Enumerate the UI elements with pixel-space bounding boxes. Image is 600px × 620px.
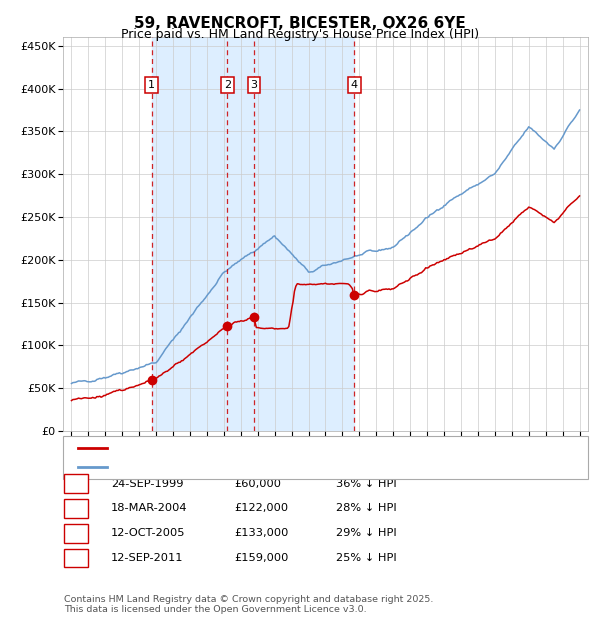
Text: 2: 2 (73, 502, 80, 515)
Text: 12-SEP-2011: 12-SEP-2011 (111, 553, 184, 563)
Text: 4: 4 (351, 80, 358, 91)
Text: 29% ↓ HPI: 29% ↓ HPI (336, 528, 397, 538)
Text: 1: 1 (148, 80, 155, 91)
Text: 18-MAR-2004: 18-MAR-2004 (111, 503, 187, 513)
Text: £133,000: £133,000 (234, 528, 289, 538)
Text: 24-SEP-1999: 24-SEP-1999 (111, 479, 184, 489)
Text: 59, RAVENCROFT, BICESTER, OX26 6YE (semi-detached house): 59, RAVENCROFT, BICESTER, OX26 6YE (semi… (114, 443, 457, 453)
Text: 59, RAVENCROFT, BICESTER, OX26 6YE: 59, RAVENCROFT, BICESTER, OX26 6YE (134, 16, 466, 31)
Text: HPI: Average price, semi-detached house, Cherwell: HPI: Average price, semi-detached house,… (114, 463, 394, 472)
Text: £60,000: £60,000 (234, 479, 281, 489)
Text: Price paid vs. HM Land Registry's House Price Index (HPI): Price paid vs. HM Land Registry's House … (121, 28, 479, 41)
Bar (152, 37, 354, 431)
Text: This data is licensed under the Open Government Licence v3.0.: This data is licensed under the Open Gov… (64, 604, 367, 614)
Text: 3: 3 (73, 527, 80, 539)
Text: 3: 3 (251, 80, 257, 91)
Text: 2: 2 (224, 80, 231, 91)
Text: 28% ↓ HPI: 28% ↓ HPI (336, 503, 397, 513)
Text: £122,000: £122,000 (234, 503, 288, 513)
Text: Contains HM Land Registry data © Crown copyright and database right 2025.: Contains HM Land Registry data © Crown c… (64, 595, 434, 604)
Text: 25% ↓ HPI: 25% ↓ HPI (336, 553, 397, 563)
Text: 1: 1 (73, 477, 80, 490)
Text: 36% ↓ HPI: 36% ↓ HPI (336, 479, 397, 489)
Text: £159,000: £159,000 (234, 553, 289, 563)
Text: 12-OCT-2005: 12-OCT-2005 (111, 528, 185, 538)
Text: 4: 4 (73, 552, 80, 564)
